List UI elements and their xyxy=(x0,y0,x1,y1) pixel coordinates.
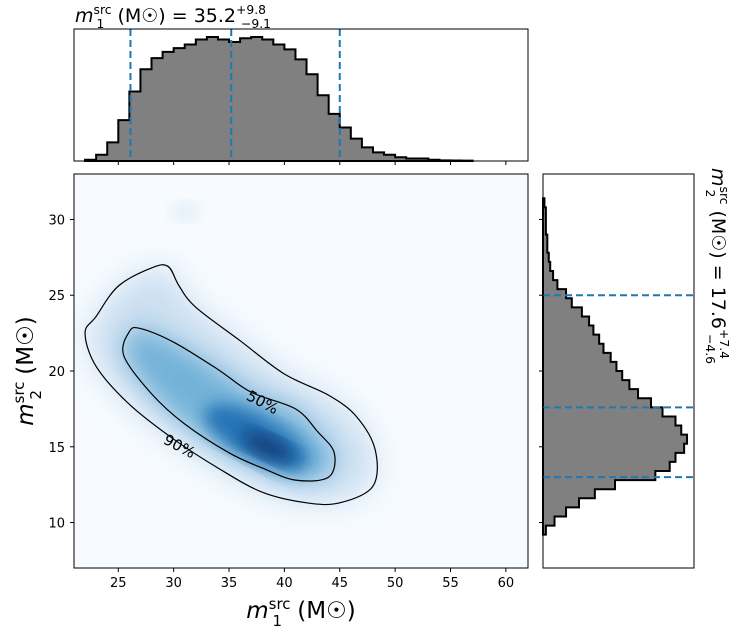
y-tick-label: 25 xyxy=(48,289,65,304)
credible-contours xyxy=(84,264,378,506)
x-axis-label: msrc 1 (M☉) xyxy=(246,595,355,630)
x-tick-label: 25 xyxy=(110,576,127,591)
m2-histogram xyxy=(542,197,688,536)
y-axis-label: msrc2 (M☉) xyxy=(10,316,45,425)
m1-quantile-lines xyxy=(129,29,341,161)
y-tick-label: 10 xyxy=(48,517,65,532)
x-axis-ticks: 25 30 35 40 45 50 55 60 xyxy=(110,568,514,591)
contour-50 xyxy=(122,326,336,482)
x-tick-label: 50 xyxy=(387,576,404,591)
y-axis-ticks: 10 15 20 25 30 xyxy=(48,213,74,532)
x-tick-label: 40 xyxy=(276,576,293,591)
m2-title: msrc2 (M☉) = 17.6+7.4−4.6 xyxy=(703,168,731,364)
right-y-ticks xyxy=(539,218,543,524)
top-marginal-panel: msrc 1 (M☉) = 35.2+9.8 −9.1 xyxy=(73,3,529,165)
y-tick-label: 30 xyxy=(48,213,65,228)
top-x-ticks xyxy=(117,161,507,165)
m2-quantile-lines xyxy=(543,294,694,479)
x-tick-label: 35 xyxy=(221,576,238,591)
m1-histogram-bars xyxy=(84,36,474,162)
m1-title: msrc 1 (M☉) = 35.2+9.8 −9.1 xyxy=(75,3,271,31)
m1-histogram xyxy=(84,36,474,162)
right-marginal-panel: msrc2 (M☉) = 17.6+7.4−4.6 xyxy=(539,168,731,569)
x-tick-label: 45 xyxy=(331,576,348,591)
density-heatmap xyxy=(85,202,376,503)
density-tail xyxy=(170,202,199,221)
density-peak xyxy=(241,431,294,463)
contour-90 xyxy=(84,264,378,506)
x-tick-label: 30 xyxy=(165,576,182,591)
x-tick-label: 55 xyxy=(442,576,459,591)
y-tick-label: 15 xyxy=(48,441,65,456)
m2-histogram-bars xyxy=(542,197,688,536)
x-tick-label: 60 xyxy=(498,576,515,591)
y-tick-label: 20 xyxy=(48,365,65,380)
